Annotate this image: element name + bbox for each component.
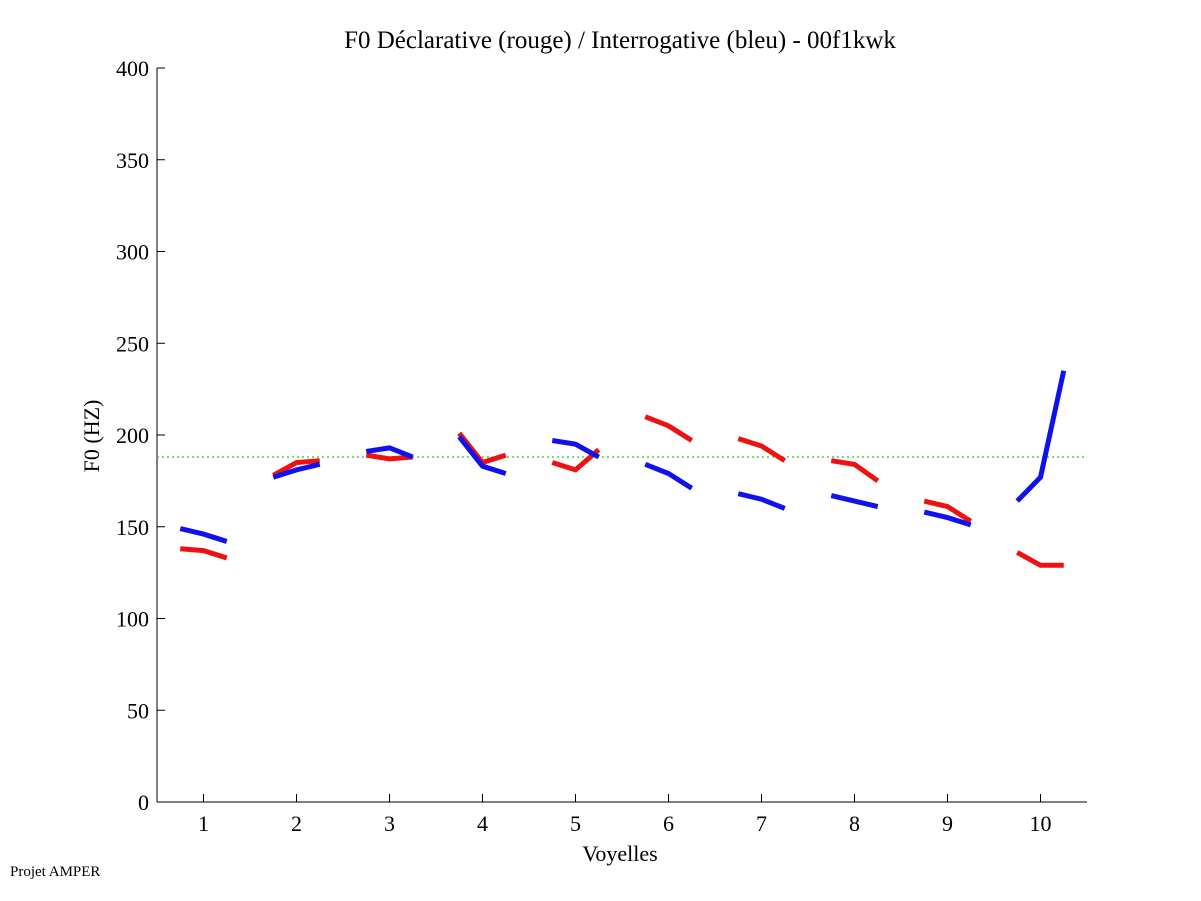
y-tick-label: 150 (116, 515, 149, 540)
y-ticks: 0 50 100 150 200 250 300 350 400 (116, 56, 165, 815)
x-tick-label: 9 (942, 811, 953, 836)
interrogative-segment-5 (551, 438, 600, 460)
declarative-segment-8 (830, 458, 880, 483)
interrogative-segment-8 (830, 493, 879, 509)
y-axis-label: F0 (HZ) (79, 400, 104, 473)
interrogative-segment-10 (1015, 370, 1067, 503)
x-tick-label: 10 (1030, 811, 1052, 836)
chart-title: F0 Déclarative (rouge) / Interrogative (… (344, 27, 896, 54)
x-tick-label: 5 (570, 811, 581, 836)
interrogative-segment-3 (365, 445, 414, 460)
x-tick-label: 1 (198, 811, 209, 836)
interrogative-segment-2 (272, 461, 321, 480)
series-group (179, 370, 1067, 568)
x-tick-label: 4 (477, 811, 488, 836)
declarative-segment-5 (551, 447, 601, 473)
x-tick-label: 7 (756, 811, 767, 836)
y-tick-label: 50 (127, 698, 149, 723)
x-tick-label: 8 (849, 811, 860, 836)
y-tick-label: 350 (116, 148, 149, 173)
declarative-segment-6 (644, 414, 694, 443)
x-tick-label: 6 (663, 811, 674, 836)
x-ticks: 1 2 3 4 5 6 7 8 9 10 (198, 794, 1052, 836)
declarative-segment-7 (737, 436, 787, 463)
interrogative-segment-6 (644, 462, 694, 491)
x-axis-label: Voyelles (582, 841, 657, 866)
declarative-segment-2 (272, 458, 320, 478)
y-tick-label: 200 (116, 423, 149, 448)
y-tick-label: 250 (116, 331, 149, 356)
interrogative-segment-7 (737, 491, 786, 511)
y-tick-label: 400 (116, 56, 149, 81)
x-tick-label: 2 (291, 811, 302, 836)
declarative-segment-10 (1016, 550, 1064, 568)
declarative-segment-9 (923, 498, 973, 524)
declarative-segment-1 (180, 546, 228, 561)
declarative-segment-3 (365, 452, 413, 462)
footer-note: Projet AMPER (10, 864, 101, 880)
interrogative-segment-1 (179, 526, 228, 544)
interrogative-segment-4 (457, 435, 507, 476)
y-tick-label: 100 (116, 607, 149, 632)
y-tick-label: 300 (116, 240, 149, 265)
y-tick-label: 0 (138, 790, 149, 815)
interrogative-segment-9 (923, 509, 972, 528)
x-tick-label: 3 (384, 811, 395, 836)
